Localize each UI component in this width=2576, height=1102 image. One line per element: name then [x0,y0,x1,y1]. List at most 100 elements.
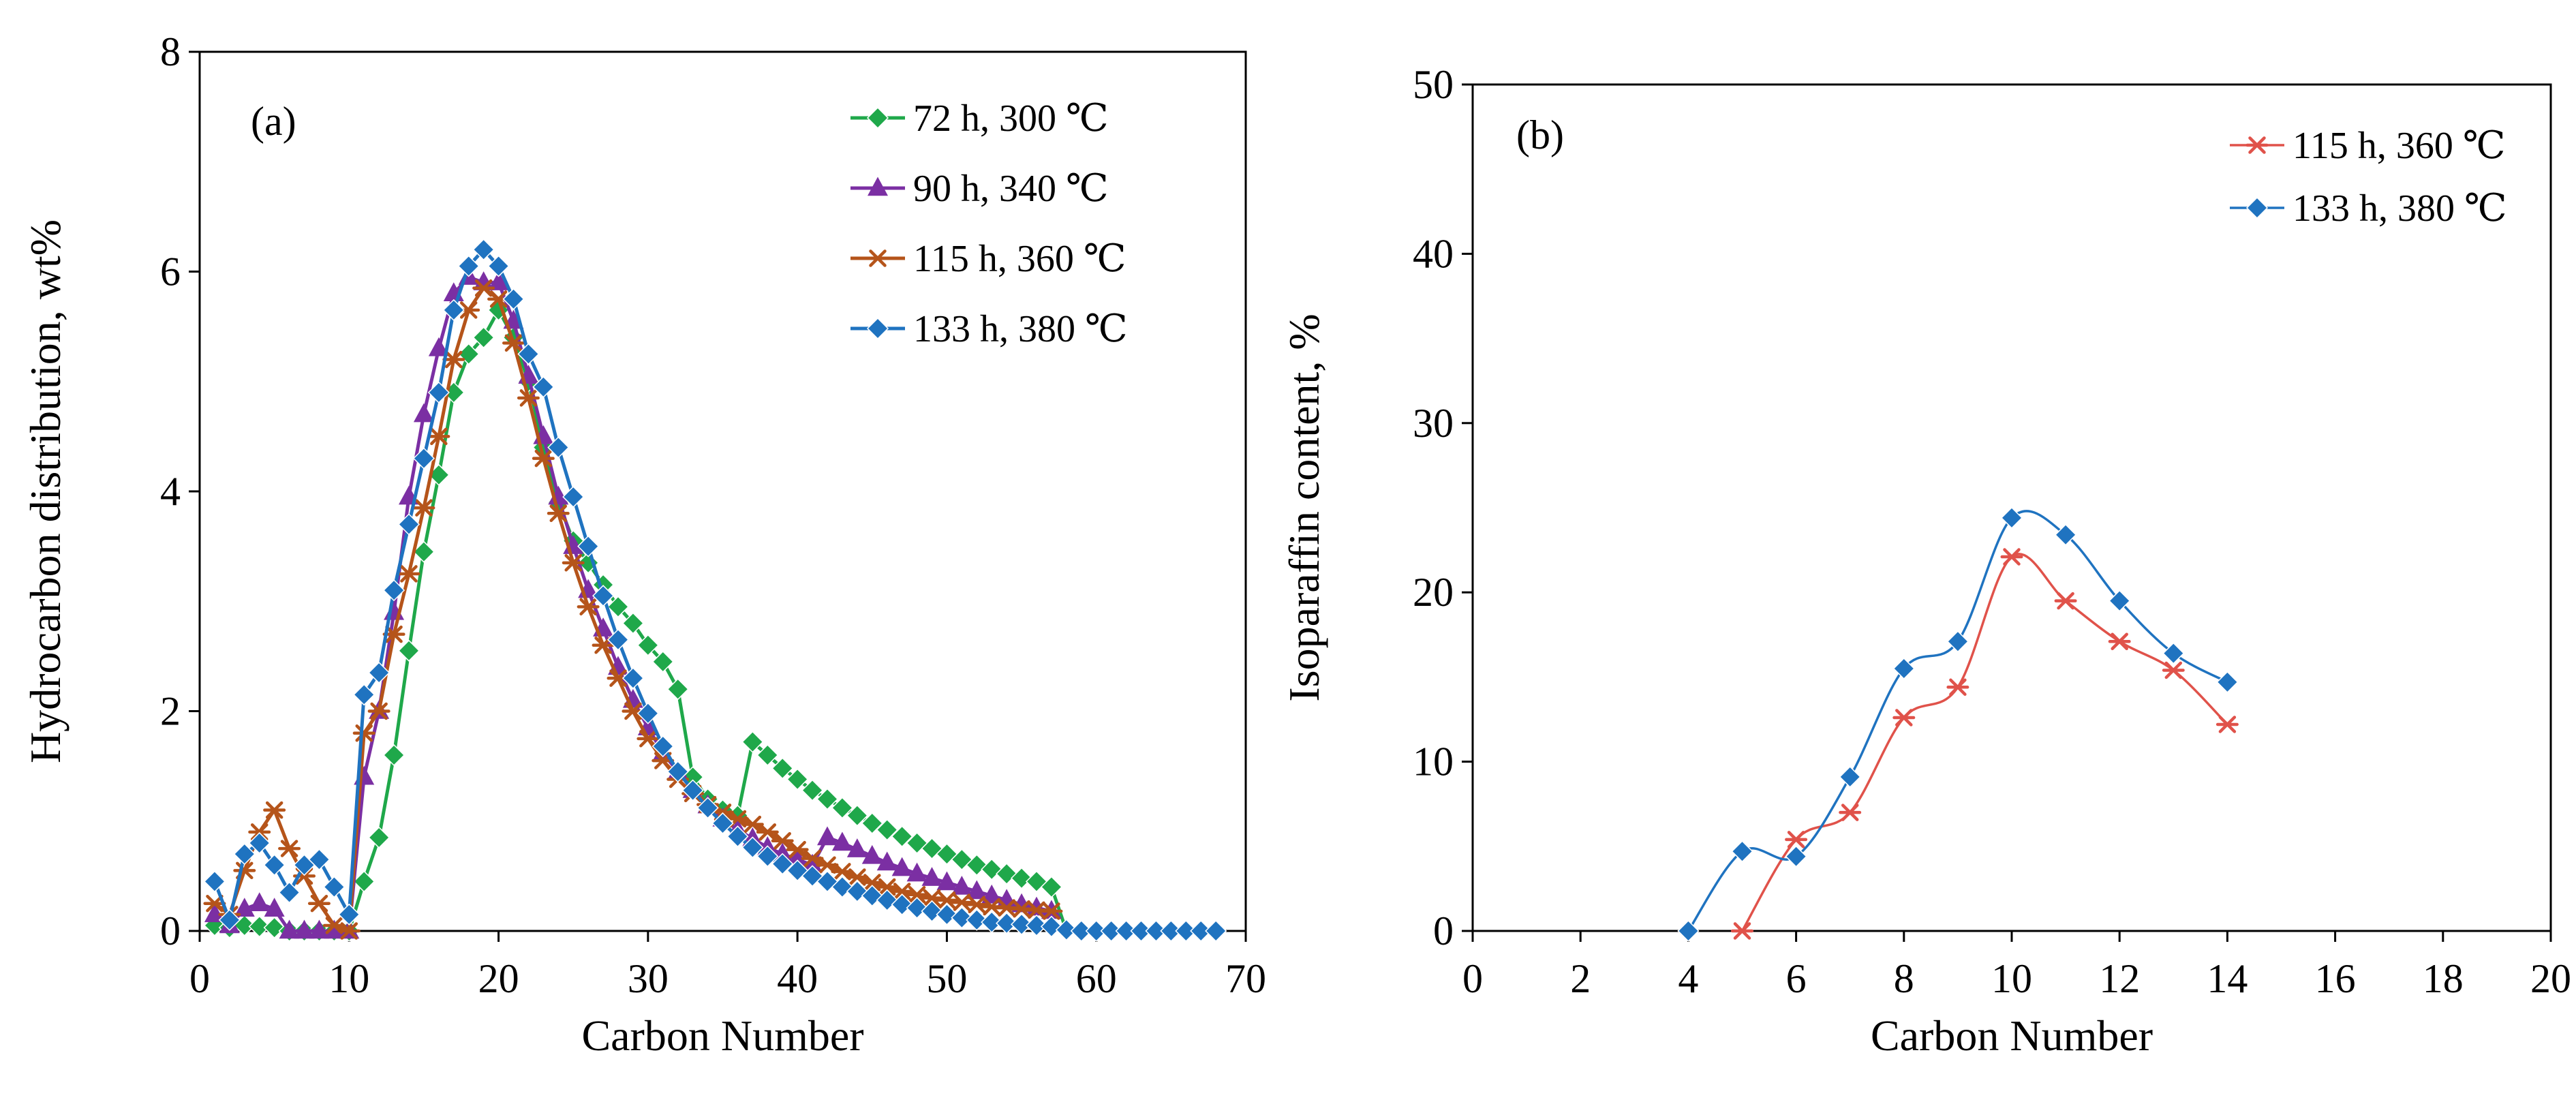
data-point [1946,678,1969,697]
data-point [532,376,555,398]
data-point [383,744,405,767]
data-point [442,299,465,321]
data-point [2215,716,2239,733]
y-tick-label: 40 [1413,231,1454,276]
data-point [457,255,480,277]
data-point [412,499,435,517]
data-point [786,840,809,859]
data-point [383,579,405,602]
data-point [876,818,898,841]
y-tick-label: 20 [1413,570,1454,615]
data-point [741,731,764,753]
data-point [622,612,644,634]
data-point [651,735,674,758]
data-point [2108,632,2131,650]
data-point [846,804,868,827]
data-point [1115,919,1137,943]
data-point [517,343,540,365]
data-point [263,917,286,939]
y-tick-label: 0 [160,908,181,953]
data-point [592,585,615,607]
data-point [2162,642,2185,664]
data-point [472,239,495,261]
data-point [248,915,271,938]
data-point [248,831,271,855]
data-point [802,853,823,873]
data-point [711,812,734,835]
data-point [308,848,331,871]
data-point [337,922,361,940]
data-point [1055,919,1077,941]
data-point [1070,919,1092,943]
legend-marker [2245,136,2269,154]
data-point [965,896,988,914]
data-point [487,255,510,277]
legend-marker [866,249,889,267]
data-point [681,779,704,801]
data-point [996,912,1018,934]
data-point [368,826,390,848]
data-point [279,919,300,939]
data-point [263,801,286,819]
data-point [622,667,644,690]
data-point [951,876,972,895]
data-point [1175,919,1197,943]
data-point [846,838,868,857]
legend-entry: 115 h, 360 ℃ [2230,125,2506,167]
data-point [2216,671,2239,693]
data-point [756,845,779,868]
data-point [936,903,958,925]
data-point [488,271,509,290]
data-point [1190,919,1212,943]
y-tick-label: 4 [160,469,181,514]
data-point [831,831,853,851]
legend-entry: 72 h, 300 ℃ [850,97,1109,140]
data-point [801,779,824,801]
data-point [1205,919,1227,943]
y-tick-label: 8 [160,29,181,74]
data-point [696,797,719,819]
data-point [2000,548,2023,566]
y-tick-label: 0 [1433,908,1454,953]
data-point [307,894,331,913]
data-point [1085,919,1107,943]
x-tick-label: 12 [2099,956,2140,1001]
data-point [324,919,345,939]
data-point [1011,913,1033,936]
data-point [666,678,689,701]
data-point [817,826,838,846]
data-point [726,825,749,848]
x-tick-label: 2 [1570,956,1591,1001]
data-point [2054,592,2077,610]
legend-label: 90 h, 340 ℃ [913,168,1109,210]
data-point [412,540,435,563]
data-point [472,279,495,297]
data-point [367,702,390,720]
data-point [906,897,928,919]
legend-label: 133 h, 380 ℃ [2293,187,2507,230]
data-point [1160,919,1182,943]
data-point [1785,831,1808,848]
data-point [218,908,241,931]
data-point [203,870,226,893]
data-point [666,761,689,783]
data-point [741,836,764,859]
y-tick-label: 30 [1413,401,1454,446]
data-point [248,823,271,841]
x-tick-label: 14 [2207,956,2248,1001]
data-point [577,598,600,616]
panel-label: (a) [251,99,296,144]
data-point [936,871,957,891]
data-point [951,906,973,929]
chart-panel-a: 0 10 20 30 40 50 60 70 0 2 4 6 8 Carbon Number Hydroca… [21,29,1266,1060]
legend-entry: 90 h, 340 ℃ [850,168,1109,210]
data-point [1839,803,1862,821]
data-point [338,903,361,925]
data-point [771,832,794,850]
data-point [607,628,630,651]
y-tick-label: 2 [160,689,181,734]
x-tick-label: 10 [1991,956,2032,1001]
y-axis-title: Isoparaffin content, % [1280,313,1328,701]
data-point [2000,506,2023,529]
data-point [1785,845,1807,868]
